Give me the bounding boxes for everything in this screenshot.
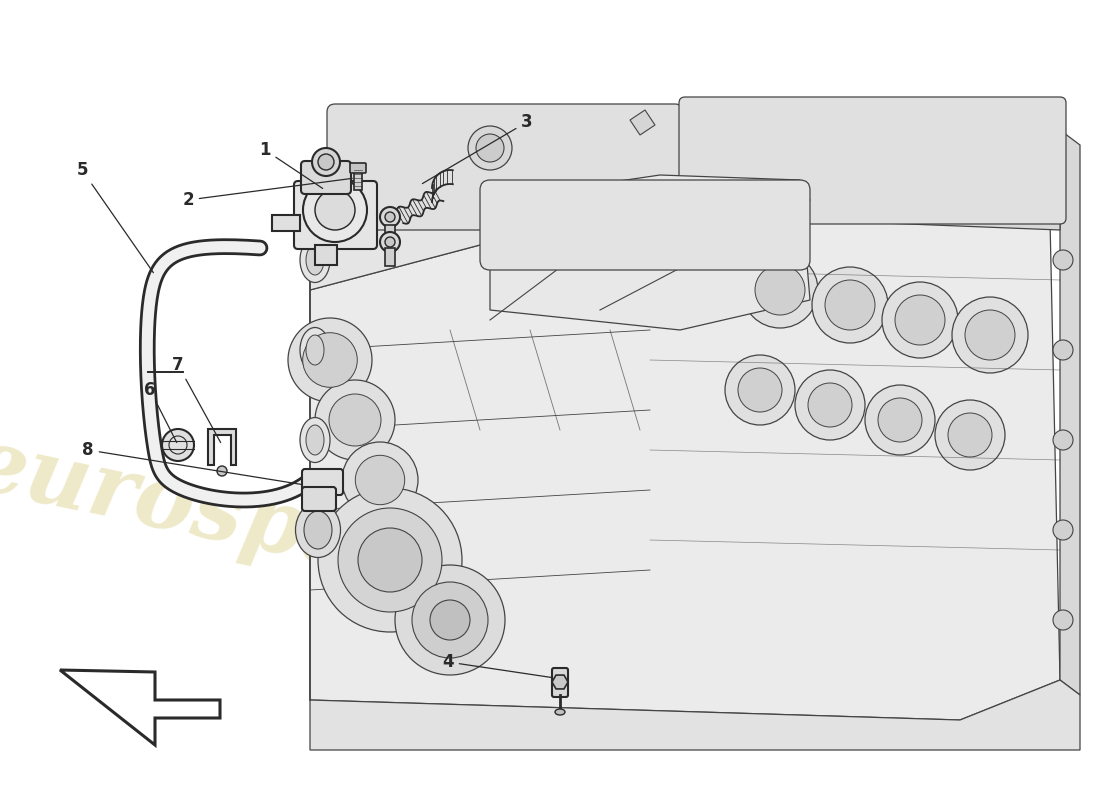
Circle shape	[315, 380, 395, 460]
Text: 1: 1	[260, 141, 322, 189]
Circle shape	[329, 394, 381, 446]
Circle shape	[368, 504, 441, 576]
Ellipse shape	[304, 511, 332, 549]
Ellipse shape	[300, 418, 330, 462]
Ellipse shape	[306, 425, 324, 455]
Circle shape	[395, 565, 505, 675]
Circle shape	[808, 383, 852, 427]
FancyBboxPatch shape	[552, 668, 568, 697]
Polygon shape	[1060, 130, 1080, 695]
FancyBboxPatch shape	[302, 469, 343, 495]
Circle shape	[358, 528, 422, 592]
Circle shape	[878, 398, 922, 442]
Circle shape	[882, 282, 958, 358]
Circle shape	[385, 212, 395, 222]
Text: 7: 7	[173, 356, 221, 442]
Bar	[272, 215, 300, 231]
Circle shape	[430, 600, 470, 640]
Circle shape	[385, 237, 395, 247]
Circle shape	[342, 442, 418, 518]
Text: 8: 8	[82, 441, 302, 485]
Circle shape	[795, 370, 865, 440]
Polygon shape	[552, 675, 568, 689]
FancyBboxPatch shape	[301, 161, 351, 194]
Circle shape	[1053, 610, 1072, 630]
Circle shape	[379, 232, 400, 252]
Text: 1985: 1985	[605, 400, 815, 510]
Text: 4: 4	[442, 653, 552, 678]
Bar	[385, 248, 395, 266]
Circle shape	[742, 252, 818, 328]
Polygon shape	[490, 175, 810, 330]
Polygon shape	[208, 429, 236, 465]
Ellipse shape	[306, 335, 324, 365]
Circle shape	[1053, 250, 1072, 270]
Bar	[315, 245, 337, 265]
Polygon shape	[630, 110, 654, 135]
Polygon shape	[340, 175, 680, 215]
Circle shape	[302, 178, 367, 242]
Ellipse shape	[300, 327, 330, 373]
Circle shape	[312, 148, 340, 176]
Circle shape	[865, 385, 935, 455]
Circle shape	[318, 154, 334, 170]
Circle shape	[1053, 430, 1072, 450]
Circle shape	[379, 207, 400, 227]
FancyBboxPatch shape	[480, 180, 810, 270]
Circle shape	[1053, 520, 1072, 540]
Text: 2: 2	[183, 178, 352, 209]
Polygon shape	[650, 105, 1060, 220]
Circle shape	[338, 508, 442, 612]
Circle shape	[725, 355, 795, 425]
Text: 6: 6	[144, 381, 177, 442]
Text: 5: 5	[76, 161, 153, 273]
Bar	[354, 168, 362, 190]
Circle shape	[935, 400, 1005, 470]
Circle shape	[315, 190, 355, 230]
Circle shape	[948, 413, 992, 457]
Text: 3: 3	[422, 113, 532, 183]
Circle shape	[952, 297, 1028, 373]
Circle shape	[895, 295, 945, 345]
Ellipse shape	[556, 709, 565, 715]
Bar	[385, 225, 395, 243]
Polygon shape	[680, 105, 1060, 185]
Circle shape	[965, 310, 1015, 360]
Circle shape	[476, 134, 504, 162]
FancyBboxPatch shape	[294, 181, 377, 249]
Ellipse shape	[306, 245, 324, 275]
FancyBboxPatch shape	[302, 487, 336, 511]
Text: eurospares: eurospares	[0, 421, 518, 619]
FancyBboxPatch shape	[350, 163, 366, 173]
Circle shape	[355, 455, 405, 505]
Circle shape	[812, 267, 888, 343]
FancyBboxPatch shape	[327, 104, 683, 230]
Circle shape	[382, 517, 428, 563]
Circle shape	[755, 265, 805, 315]
Circle shape	[217, 466, 227, 476]
Circle shape	[825, 280, 874, 330]
Circle shape	[468, 126, 512, 170]
Circle shape	[738, 368, 782, 412]
Circle shape	[318, 488, 462, 632]
FancyBboxPatch shape	[679, 97, 1066, 224]
Circle shape	[412, 582, 488, 658]
Polygon shape	[310, 680, 1080, 750]
Polygon shape	[310, 200, 1060, 720]
Circle shape	[302, 333, 358, 387]
Polygon shape	[680, 185, 1060, 230]
Polygon shape	[310, 120, 660, 290]
Text: a passion for
old parts: a passion for old parts	[341, 396, 539, 494]
Polygon shape	[340, 115, 680, 175]
Ellipse shape	[300, 238, 330, 282]
Circle shape	[162, 429, 194, 461]
Circle shape	[1053, 340, 1072, 360]
Ellipse shape	[296, 502, 341, 558]
Circle shape	[288, 318, 372, 402]
